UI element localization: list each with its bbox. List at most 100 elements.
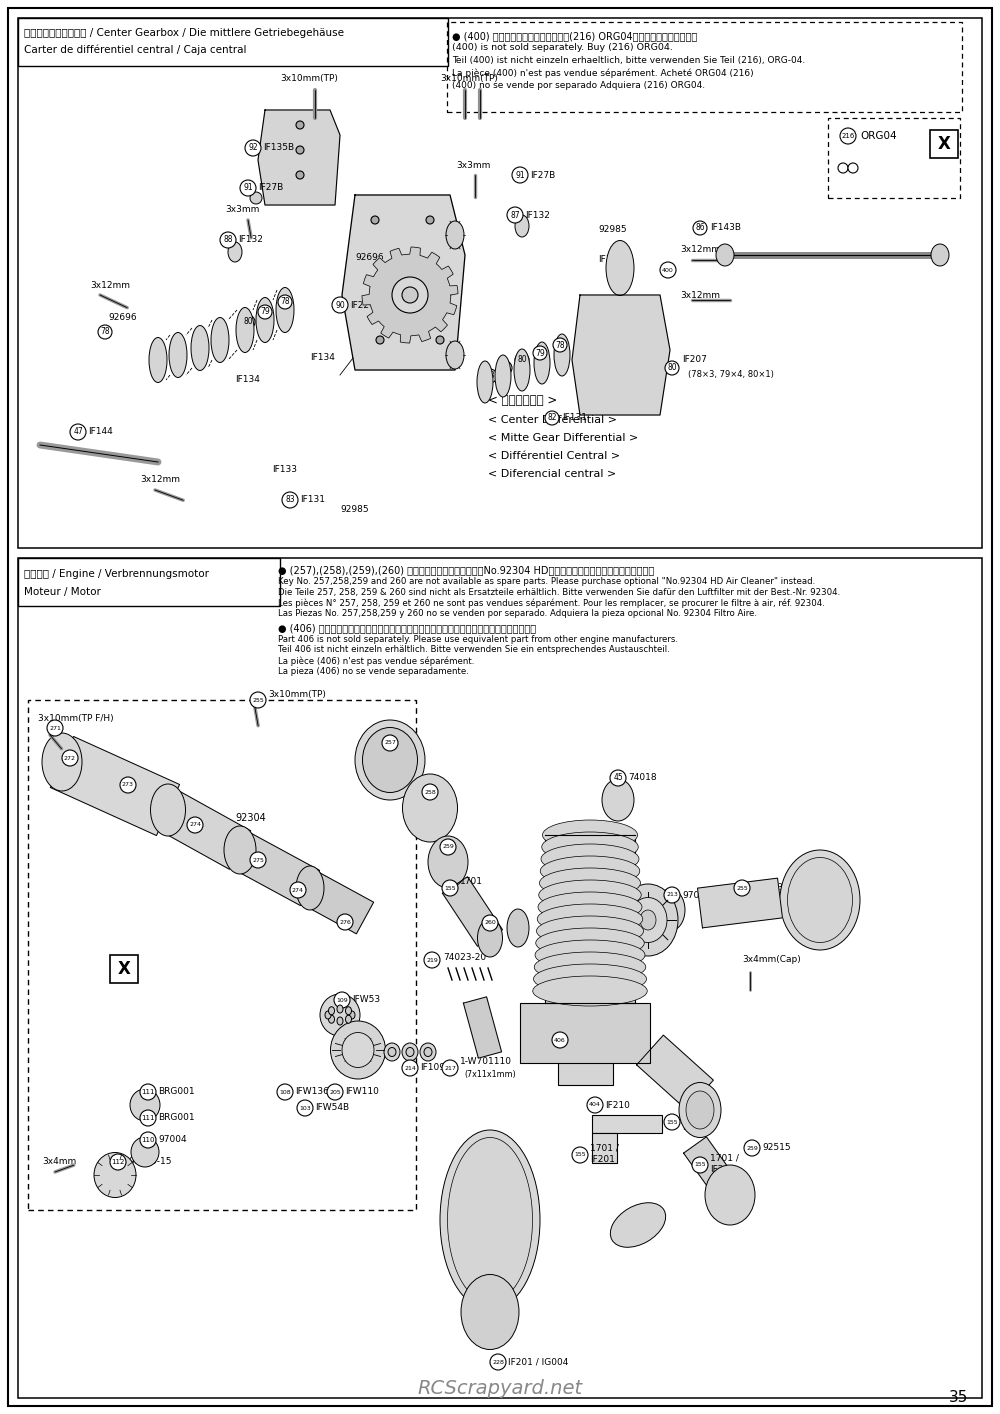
Ellipse shape	[169, 332, 187, 378]
Text: Las Piezas No. 257,258,259 y 260 no se venden por separado. Adquiera la pieza op: Las Piezas No. 257,258,259 y 260 no se v…	[278, 609, 757, 618]
Ellipse shape	[602, 779, 634, 822]
Text: 1701: 1701	[460, 878, 483, 887]
Text: 78: 78	[555, 341, 565, 349]
Circle shape	[296, 146, 304, 154]
Text: 205: 205	[329, 1090, 341, 1094]
Ellipse shape	[536, 916, 644, 946]
Text: IF243B: IF243B	[752, 884, 783, 892]
Circle shape	[220, 232, 236, 247]
Text: IF134: IF134	[235, 376, 260, 385]
Text: IF27B: IF27B	[258, 184, 283, 192]
Text: 97035-15: 97035-15	[128, 1158, 172, 1167]
Text: ORG04: ORG04	[860, 132, 897, 141]
Bar	[592, 1133, 617, 1162]
Text: 216: 216	[841, 133, 855, 139]
Text: 87: 87	[510, 211, 520, 219]
Ellipse shape	[130, 1089, 160, 1121]
Text: BRG001: BRG001	[158, 1113, 195, 1123]
Circle shape	[515, 354, 529, 368]
Ellipse shape	[424, 1048, 432, 1056]
Circle shape	[507, 206, 523, 223]
Ellipse shape	[342, 1032, 374, 1068]
Text: < Diferencial central >: < Diferencial central >	[488, 469, 616, 479]
Text: Teil (400) ist nicht einzeln erhaeltlich, bitte verwenden Sie Teil (216), ORG-04: Teil (400) ist nicht einzeln erhaeltlich…	[452, 55, 805, 65]
Text: < Mitte Gear Differential >: < Mitte Gear Differential >	[488, 433, 638, 443]
Circle shape	[692, 1157, 708, 1174]
Ellipse shape	[542, 831, 638, 863]
Text: 74018: 74018	[628, 773, 657, 782]
Text: 78: 78	[280, 297, 290, 307]
Bar	[18, 559, 982, 1398]
Text: 1701 /: 1701 /	[590, 1144, 619, 1152]
Text: IF201: IF201	[682, 1124, 707, 1133]
Ellipse shape	[448, 1137, 532, 1302]
Text: 255: 255	[736, 885, 748, 891]
Circle shape	[442, 880, 458, 896]
Text: 78: 78	[100, 328, 110, 337]
Ellipse shape	[788, 857, 852, 943]
Text: Teil 406 ist nicht einzeln erhältlich. Bitte verwenden Sie ein entsprechendes Au: Teil 406 ist nicht einzeln erhältlich. B…	[278, 646, 670, 655]
Bar	[930, 130, 958, 158]
Text: 274: 274	[292, 888, 304, 892]
Text: 155: 155	[666, 1120, 678, 1124]
Ellipse shape	[402, 773, 458, 841]
Ellipse shape	[345, 1007, 351, 1015]
Text: IF201 / IG004: IF201 / IG004	[508, 1357, 568, 1366]
Polygon shape	[572, 296, 670, 414]
Ellipse shape	[406, 1048, 414, 1056]
Ellipse shape	[402, 1044, 418, 1060]
Text: ● (257),(258),(259),(260) はパーツ販売していません。No.92304 HDエアークリーナーを使用してください。: ● (257),(258),(259),(260) はパーツ販売していません。N…	[278, 566, 654, 575]
Text: IF133: IF133	[598, 256, 623, 264]
Text: 112: 112	[111, 1159, 125, 1165]
Text: 79: 79	[500, 363, 510, 372]
Text: 276: 276	[339, 919, 351, 925]
Bar	[18, 18, 448, 66]
Text: 3x3mm: 3x3mm	[225, 205, 259, 215]
Text: 92985: 92985	[598, 225, 627, 235]
Ellipse shape	[931, 245, 949, 266]
Circle shape	[442, 1060, 458, 1076]
Circle shape	[98, 325, 112, 339]
Bar	[18, 18, 982, 549]
Text: 97045: 97045	[682, 891, 711, 899]
Ellipse shape	[256, 297, 274, 342]
Circle shape	[282, 492, 298, 508]
Text: 35: 35	[948, 1390, 968, 1406]
Ellipse shape	[446, 341, 464, 369]
Text: IF134: IF134	[310, 354, 335, 362]
Ellipse shape	[461, 1274, 519, 1349]
Circle shape	[610, 771, 626, 786]
Text: < センターデフ >: < センターデフ >	[488, 393, 557, 406]
Circle shape	[241, 315, 255, 329]
Ellipse shape	[610, 1203, 666, 1247]
Text: IF132: IF132	[525, 211, 550, 219]
Ellipse shape	[236, 307, 254, 352]
Ellipse shape	[629, 898, 667, 943]
Circle shape	[424, 952, 440, 969]
Bar	[110, 954, 138, 983]
Text: La pieza (406) no se vende separadamente.: La pieza (406) no se vende separadamente…	[278, 667, 469, 676]
Polygon shape	[230, 833, 320, 905]
Text: IF144: IF144	[88, 427, 113, 437]
Text: IFW110: IFW110	[345, 1087, 379, 1096]
Text: ● (400) はパーツ販売していません。(216) ORG04をお買い求めください。: ● (400) はパーツ販売していません。(216) ORG04をお買い求めくだ…	[452, 31, 697, 41]
Text: 214: 214	[404, 1066, 416, 1070]
Text: La pièce (400) n'est pas vendue séparément. Acheté ORG04 (216): La pièce (400) n'est pas vendue séparéme…	[452, 68, 754, 78]
Text: 92515: 92515	[762, 1144, 791, 1152]
Ellipse shape	[534, 964, 646, 994]
Text: 88: 88	[223, 236, 233, 245]
Text: IF210: IF210	[605, 1100, 630, 1110]
Circle shape	[490, 1355, 506, 1370]
Circle shape	[47, 720, 63, 737]
Text: 82: 82	[547, 413, 557, 423]
Polygon shape	[362, 247, 458, 344]
Circle shape	[120, 778, 136, 793]
Ellipse shape	[535, 940, 645, 970]
Ellipse shape	[686, 1092, 714, 1128]
Circle shape	[426, 216, 434, 223]
Ellipse shape	[191, 325, 209, 370]
Circle shape	[533, 346, 547, 361]
Ellipse shape	[533, 976, 647, 1005]
Ellipse shape	[131, 1137, 159, 1167]
Text: 110: 110	[141, 1137, 155, 1143]
